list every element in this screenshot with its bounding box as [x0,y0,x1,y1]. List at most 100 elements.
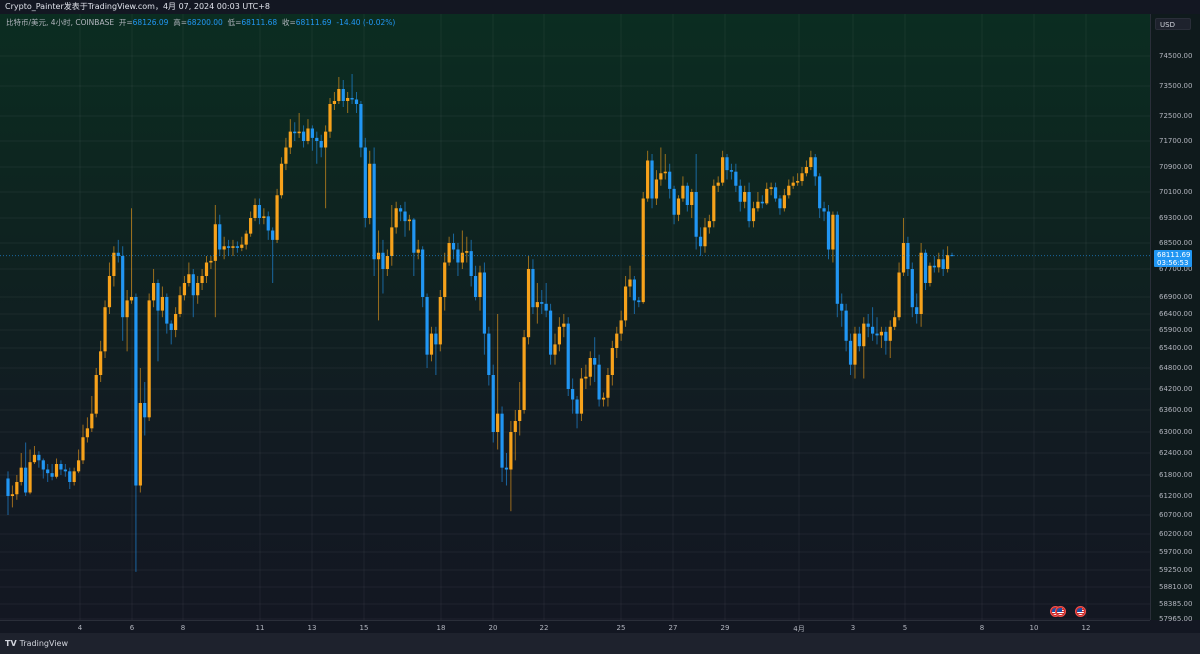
candle-up [751,208,756,222]
time-tick-label: 8 [180,624,186,632]
candle-up [324,131,328,148]
candle-up [94,375,98,414]
candle-up [901,243,906,273]
candle-up [879,331,884,336]
candle-up [646,160,650,199]
price-tick-label: 71700.00 [1159,137,1193,145]
candle-up [526,269,531,338]
candle-up [213,224,217,261]
candle-down [597,364,601,400]
price-tick-label: 74500.00 [1159,52,1193,60]
us-flag-icon[interactable] [1075,606,1086,617]
candle-up [178,295,182,314]
price-axis[interactable] [1150,14,1200,620]
candle-up [200,276,204,283]
candle-up [196,283,200,296]
candle-down [866,323,870,327]
candle-up [654,179,659,199]
candle-down [456,249,460,263]
open-label: 开= [118,18,133,27]
time-tick-label: 5 [902,624,908,632]
candle-down [910,269,914,308]
chart-pane[interactable]: 比特币/美元, 4小时, COINBASE 开=68126.09 高=68200… [0,14,1150,620]
candle-down [319,141,323,148]
time-tick-label: 27 [668,624,678,632]
candle-down [156,283,160,311]
candle-up [249,218,253,234]
candle-up [284,147,288,164]
time-tick-label: 8 [979,624,985,632]
price-tick-label: 61800.00 [1159,471,1193,479]
candle-down [266,216,270,231]
candle-down [504,467,509,470]
candle-down [637,300,641,303]
time-tick-label: 29 [720,624,730,632]
candle-down [548,310,553,355]
time-tick-label: 6 [129,624,135,632]
candle-up [553,344,557,355]
candle-up [610,348,614,375]
candle-up [103,307,107,352]
candle-down [434,333,438,345]
candle-up [332,101,337,104]
candle-up [703,227,707,247]
candle-up [346,98,350,101]
candle-down [301,131,306,141]
us-flag-icon[interactable] [1055,606,1066,617]
candle-up [90,413,94,429]
candle-down [6,478,10,496]
currency-button[interactable]: USD [1155,18,1191,30]
candle-down [487,333,491,375]
candle-down [398,208,403,212]
candle-down [822,208,826,212]
price-tick-label: 73500.00 [1159,82,1193,90]
price-tick-label: 66900.00 [1159,293,1193,301]
candle-down [500,413,504,468]
symbol-name[interactable]: 比特币/美元, 4小时, COINBASE [6,18,115,27]
price-tick-label: 61200.00 [1159,492,1193,500]
candle-up [279,163,284,196]
candle-down [37,454,41,461]
candle-up [72,471,76,482]
candle-up [262,216,266,218]
candlestick-chart[interactable] [0,14,1150,620]
price-tick-label: 57965.00 [1159,615,1193,623]
candle-up [443,262,447,297]
candle-up [606,375,610,398]
candle-down [310,128,314,138]
candle-up [853,333,857,365]
candle-up [756,201,760,209]
candle-down [372,163,376,260]
candle-down [191,274,195,296]
time-tick-label: 10 [1029,624,1039,632]
candle-down [650,160,654,199]
candle-up [893,317,897,327]
time-tick-label: 18 [436,624,446,632]
candle-down [818,176,822,209]
candle-up [107,276,112,308]
candle-down [451,243,456,250]
candle-up [328,104,332,132]
price-tick-label: 58810.00 [1159,583,1193,591]
candle-up [138,403,142,486]
price-tick-label: 65400.00 [1159,344,1193,352]
candle-up [588,358,592,377]
candle-down [747,192,751,222]
candle-up [623,286,628,321]
candle-up [429,333,434,355]
candle-up [615,333,619,348]
candle-down [271,230,275,240]
candle-down [46,469,50,474]
high-value: 68200.00 [187,18,223,27]
candle-up [32,454,37,463]
candle-up [804,167,809,174]
candle-up [628,279,632,287]
time-axis[interactable]: 4 6 8 11 13 15 18 20 22 25 27 29 4月 3 5 8 10 12 [0,620,1150,633]
candle-up [99,351,103,375]
candle-down [729,170,734,172]
candle-up [707,221,711,228]
candle-up [809,157,813,167]
candle-down [469,251,473,276]
tradingview-logo[interactable]: TV TradingView [5,639,68,648]
candle-down [813,157,817,177]
